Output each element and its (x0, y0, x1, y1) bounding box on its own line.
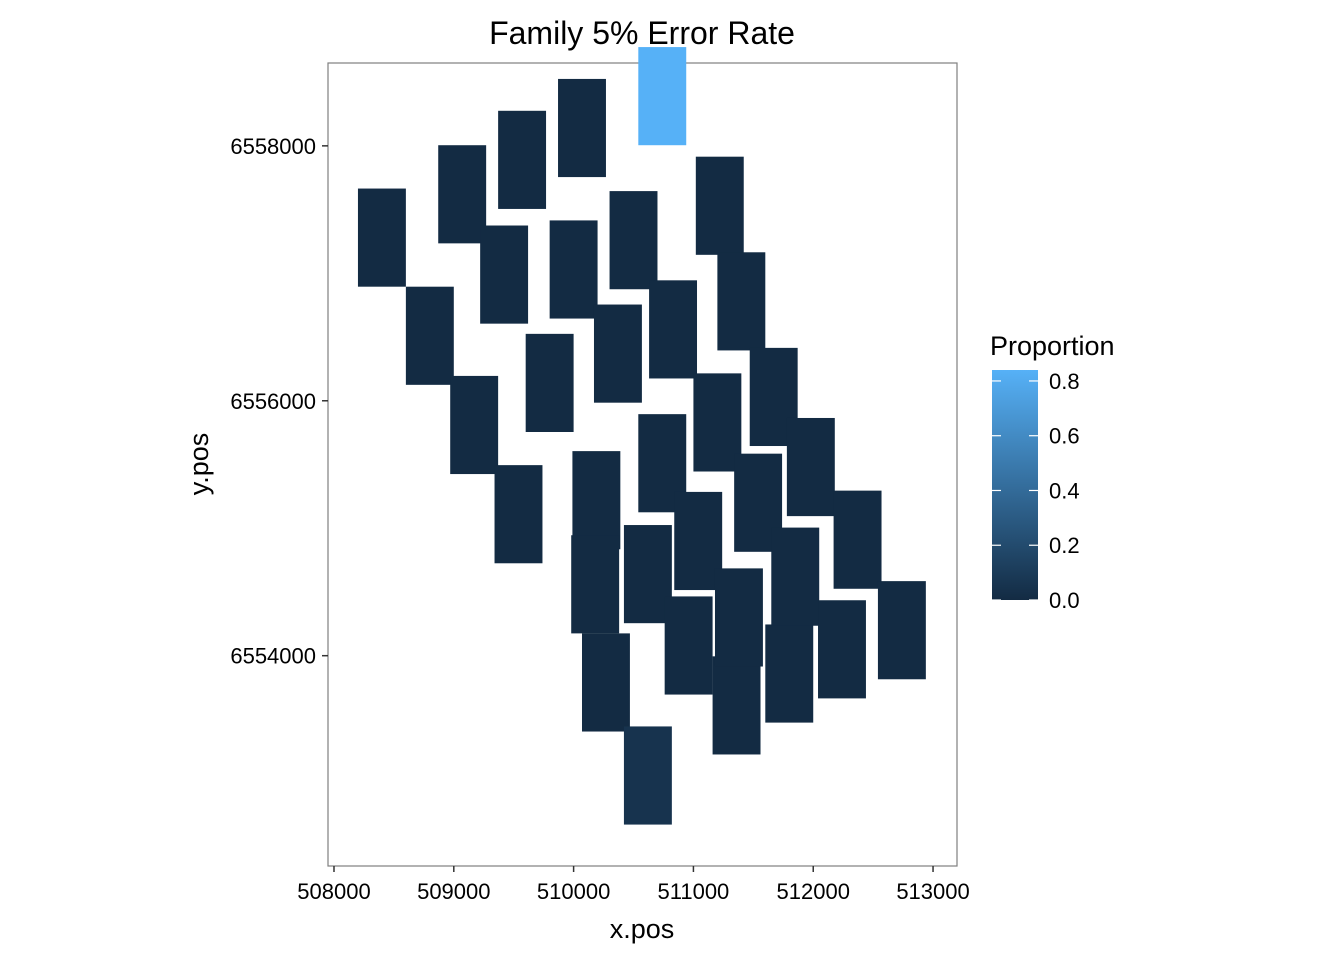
tile-3 (438, 145, 487, 244)
tile-10 (558, 78, 606, 178)
x-tick-label-509000: 509000 (417, 879, 490, 904)
tile-11 (572, 451, 621, 550)
tile-14 (593, 304, 642, 403)
tile-8 (525, 333, 574, 432)
y-axis: 6554000 6556000 6558000 (230, 134, 328, 669)
legend-label-0.2: 0.2 (1049, 533, 1080, 558)
legend-title: Proportion (990, 331, 1115, 361)
tile-5 (480, 225, 529, 324)
tile-layer (357, 47, 926, 825)
tile-31 (771, 527, 820, 626)
x-tick-label-513000: 513000 (896, 879, 969, 904)
tile-34 (833, 490, 882, 589)
legend-ticks: 0.0 0.2 0.4 0.6 0.8 (992, 369, 1080, 613)
tile-18 (638, 47, 687, 146)
legend-label-0: 0.0 (1049, 588, 1080, 613)
tile-27 (717, 252, 766, 351)
tile-32 (786, 417, 835, 517)
tile-21 (664, 596, 713, 695)
tile-30 (765, 624, 814, 723)
plot-panel (327, 47, 958, 867)
tile-23 (693, 373, 742, 472)
x-tick-label-508000: 508000 (297, 879, 370, 904)
y-tick-label-6556000: 6556000 (230, 389, 316, 414)
tile-6 (498, 110, 547, 209)
y-tick-label-6554000: 6554000 (230, 644, 316, 669)
legend-label-0.4: 0.4 (1049, 478, 1080, 503)
tile-12 (571, 535, 620, 634)
tile-17 (623, 726, 672, 825)
y-axis-title: y.pos (184, 433, 214, 496)
tile-4 (450, 375, 499, 475)
tile-20 (649, 280, 698, 379)
legend-label-0.6: 0.6 (1049, 424, 1080, 449)
y-tick-label-6558000: 6558000 (230, 134, 316, 159)
x-axis: 508000 509000 510000 511000 512000 513000 (297, 866, 970, 904)
tile-33 (818, 600, 866, 699)
tile-35 (877, 581, 926, 680)
legend-label-0.8: 0.8 (1049, 369, 1080, 394)
tile-16 (623, 525, 672, 624)
tile-13 (581, 633, 630, 732)
tile-9 (549, 220, 598, 319)
x-axis-title: x.pos (610, 914, 675, 944)
legend-colorbar (992, 370, 1038, 600)
tile-1 (357, 188, 406, 287)
x-tick-label-510000: 510000 (537, 879, 610, 904)
tile-25 (712, 656, 761, 755)
tile-7 (494, 465, 543, 564)
x-tick-label-511000: 511000 (658, 879, 730, 904)
tile-26 (714, 568, 763, 667)
tile-15 (609, 191, 658, 290)
tile-22 (674, 491, 723, 591)
x-tick-label-512000: 512000 (777, 879, 850, 904)
tile-24 (695, 156, 744, 255)
chart-title: Family 5% Error Rate (489, 15, 795, 51)
legend: Proportion 0.0 0.2 0.4 0.6 0.8 (990, 331, 1115, 613)
tile-2 (405, 286, 454, 385)
